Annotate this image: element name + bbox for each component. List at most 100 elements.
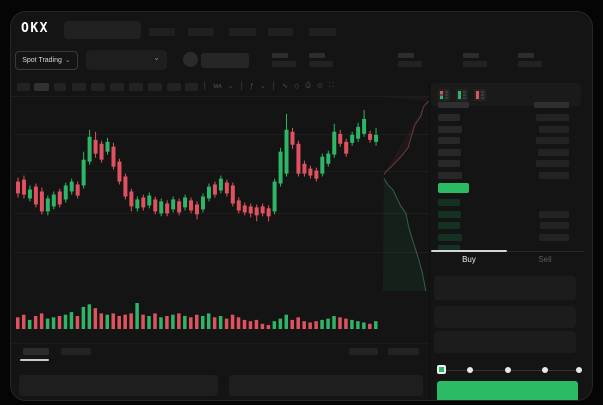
price-column-header	[438, 102, 469, 108]
bid-price-placeholder[interactable]	[438, 222, 460, 230]
market-type-dropdown[interactable]: Spot Trading ⌄	[15, 51, 78, 70]
bid-price-placeholder[interactable]	[438, 210, 461, 218]
ask-amount-placeholder[interactable]	[536, 160, 569, 168]
chevron-down-icon[interactable]: ⌄	[259, 83, 266, 90]
divider: │	[271, 82, 277, 90]
gridline	[15, 252, 429, 253]
stat-value-placeholder	[309, 61, 333, 67]
interval-button[interactable]	[91, 83, 105, 91]
pair-name-placeholder	[201, 53, 249, 68]
chart-tool-icons: │ ᴍᴀ ⌄ │ ƒ ⌄ │ ∿ ◇ ⎙ ⊙ ⛶	[203, 82, 363, 90]
line-tool-icon[interactable]: ∿	[282, 83, 288, 90]
okx-logo[interactable]: OKX	[21, 21, 49, 36]
combined-book-icon[interactable]	[438, 88, 450, 101]
pair-selector-dropdown[interactable]: ⌄	[86, 50, 167, 70]
ask-price-placeholder[interactable]	[438, 160, 460, 168]
interval-button[interactable]	[72, 83, 86, 91]
chevron-down-icon[interactable]: ⌄	[227, 83, 234, 90]
active-tab-underline	[20, 359, 49, 361]
asks-only-icon[interactable]	[474, 88, 486, 101]
function-indicator[interactable]: ƒ	[249, 82, 254, 90]
settings-icon[interactable]: ⊙	[316, 83, 323, 90]
chevron-down-icon: ⌄	[153, 53, 160, 62]
ask-amount-placeholder[interactable]	[539, 172, 569, 179]
ma-indicator[interactable]: ᴍᴀ	[213, 82, 222, 90]
ask-amount-placeholder[interactable]	[536, 114, 569, 121]
stat-group	[309, 53, 339, 69]
nav-item-placeholder[interactable]	[188, 28, 214, 36]
panel-divider	[429, 83, 430, 400]
amount-column-header	[534, 102, 569, 108]
interval-button[interactable]	[17, 83, 30, 91]
toolbar-separator	[11, 96, 429, 97]
ask-price-placeholder[interactable]	[438, 148, 461, 156]
interval-button[interactable]	[110, 83, 124, 91]
interval-button[interactable]	[167, 83, 181, 91]
candlestick-chart[interactable]	[15, 97, 429, 291]
stat-label-placeholder	[463, 53, 479, 58]
order-input-placeholder[interactable]	[434, 276, 576, 300]
nav-item-placeholder[interactable]	[309, 28, 336, 36]
search-input[interactable]	[64, 21, 141, 39]
app-window: OKX Spot Trading ⌄ ⌄ │ ᴍᴀ ⌄ │ ƒ ⌄ │ ∿ ◇ ⎙ ⊙ ⛶ Buy S…	[10, 11, 593, 401]
interval-button[interactable]	[185, 83, 198, 91]
chart-bottom-separator	[11, 343, 429, 344]
divider: │	[203, 82, 208, 90]
stat-value-placeholder	[518, 61, 542, 67]
bid-amount-placeholder[interactable]	[540, 222, 569, 230]
bids-only-icon[interactable]	[456, 88, 468, 101]
bottom-tab[interactable]	[61, 348, 91, 355]
order-input-placeholder[interactable]	[434, 306, 576, 328]
bid-amount-placeholder[interactable]	[539, 233, 569, 241]
order-panel: Buy Sell	[431, 83, 584, 400]
bid-price-placeholder[interactable]	[438, 199, 460, 206]
ask-amount-placeholder[interactable]	[538, 148, 569, 156]
interval-button-active[interactable]	[34, 83, 49, 91]
nav-item-placeholder[interactable]	[229, 28, 256, 36]
candles-svg	[16, 109, 379, 222]
slider-stop-dot[interactable]	[467, 367, 473, 373]
slider-stop-dot[interactable]	[576, 367, 582, 373]
stat-group	[398, 53, 428, 69]
fullscreen-icon[interactable]: ⛶	[328, 82, 334, 89]
ask-amount-placeholder[interactable]	[539, 125, 569, 133]
stat-label-placeholder	[398, 53, 414, 58]
stat-group	[272, 53, 302, 69]
gridline	[15, 213, 429, 214]
stat-value-placeholder	[463, 61, 487, 67]
bottom-tab-active[interactable]	[23, 348, 49, 355]
interval-button[interactable]	[148, 83, 162, 91]
tab-sell[interactable]: Sell	[538, 255, 552, 264]
buy-button[interactable]	[437, 381, 578, 400]
tab-divider	[431, 251, 584, 252]
ask-price-placeholder[interactable]	[438, 125, 462, 133]
tag-icon[interactable]: ◇	[293, 83, 300, 90]
order-input-placeholder[interactable]	[434, 331, 576, 353]
interval-button[interactable]	[54, 83, 66, 91]
interval-button[interactable]	[129, 83, 143, 91]
bid-amount-placeholder[interactable]	[539, 210, 569, 218]
slider-stop-dot[interactable]	[505, 367, 511, 373]
bottom-filter-placeholder[interactable]	[349, 348, 378, 355]
amount-slider-handle[interactable]	[437, 365, 446, 374]
bottom-filter-placeholder[interactable]	[388, 348, 419, 355]
ask-amount-placeholder[interactable]	[536, 137, 569, 145]
bid-price-placeholder[interactable]	[438, 233, 462, 241]
stat-label-placeholder	[309, 53, 325, 58]
orders-table-placeholder	[19, 375, 218, 396]
slider-stop-dot[interactable]	[542, 367, 548, 373]
volume-histogram	[16, 303, 378, 329]
gridline	[15, 134, 429, 135]
ask-price-placeholder[interactable]	[438, 114, 460, 121]
gridline	[15, 171, 429, 172]
ask-price-placeholder[interactable]	[438, 137, 460, 145]
bid-price-placeholder[interactable]	[438, 245, 460, 253]
coin-avatar[interactable]	[183, 52, 198, 67]
stat-value-placeholder	[398, 61, 422, 67]
nav-item-placeholder[interactable]	[268, 28, 293, 36]
ask-price-placeholder[interactable]	[438, 172, 462, 179]
camera-icon[interactable]: ⎙	[305, 82, 311, 89]
nav-item-placeholder[interactable]	[149, 28, 175, 36]
tab-buy[interactable]: Buy	[462, 255, 476, 264]
last-price-badge[interactable]	[438, 183, 469, 193]
